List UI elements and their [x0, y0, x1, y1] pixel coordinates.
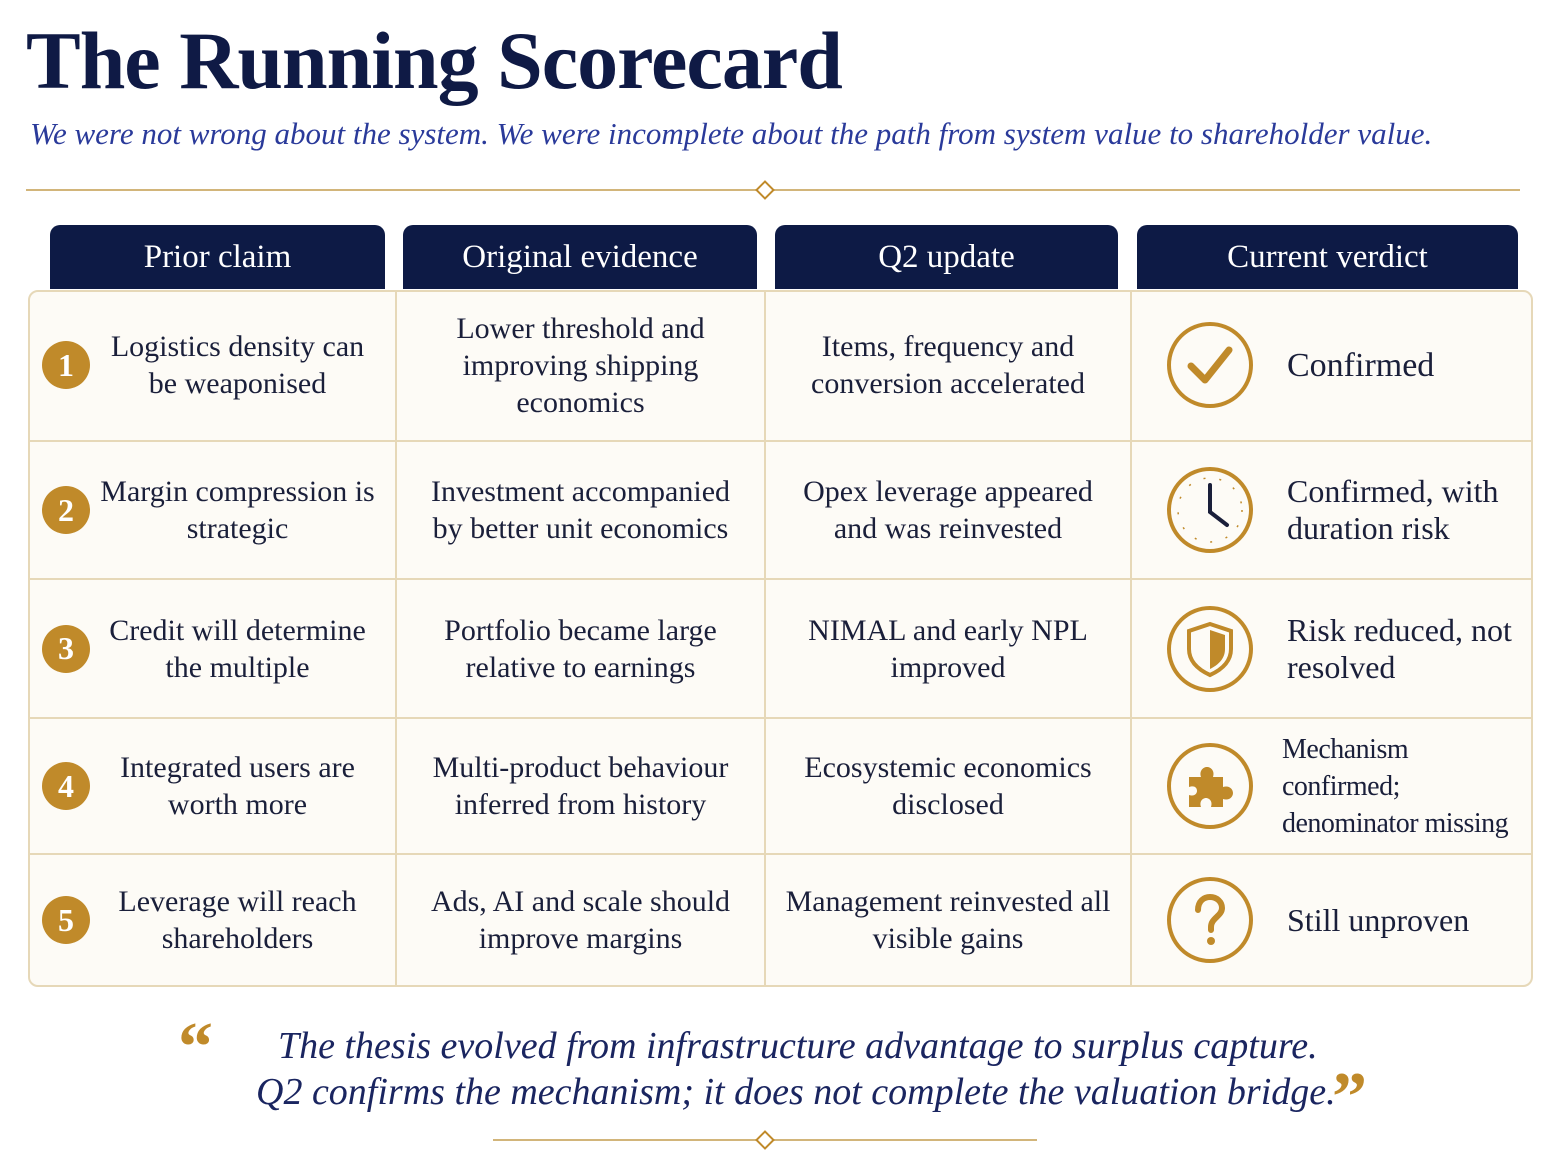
row-number: 3	[42, 624, 90, 673]
table-row: 5 Leverage will reach shareholders Ads, A…	[28, 853, 1533, 985]
clock-icon	[1167, 467, 1253, 553]
cell: 3 Credit will determine the multiple	[28, 580, 395, 717]
cell: 1 Logistics density can be weaponised	[28, 290, 395, 440]
cell: Ecosystemic economics disclosed	[764, 719, 1130, 853]
table	[28, 290, 1533, 987]
claim: Credit will determine the multiple	[109, 613, 366, 684]
cell: 5 Leverage will reach shareholders	[28, 855, 395, 985]
claim: Integrated users are worth more	[120, 751, 355, 821]
column-header: Original evidence	[403, 225, 757, 289]
cell: 4 Integrated users are worth more	[28, 719, 395, 853]
column-header: Q2 update	[775, 225, 1118, 289]
cell: Lower threshold and improving shipping e…	[395, 290, 764, 440]
verdict: Mechanism confirmed; denominator missing	[1282, 733, 1509, 839]
row-number: 4	[42, 762, 90, 810]
table-row: 4 Integrated users are worth more Multi-p…	[28, 717, 1533, 853]
column-header: Current verdict	[1137, 225, 1518, 289]
quote-line: The thesis evolved from infrastructure a…	[278, 1025, 1318, 1067]
cell: 2 Margin compression is strategic	[28, 442, 395, 578]
question-icon	[1167, 877, 1253, 963]
check-icon	[1167, 322, 1253, 408]
cell: Opex leverage appeared and was reinveste…	[764, 442, 1130, 578]
cell: Portfolio became large relative to earni…	[395, 580, 764, 717]
table-row: 1 Logistics density can be weaponised Low…	[28, 290, 1533, 440]
cell: Management reinvested all visible gains	[764, 855, 1130, 985]
title: The Running Scorecard	[26, 15, 843, 106]
cell: Ads, AI and scale should improve margins	[395, 855, 764, 985]
claim: Leverage will reach shareholders	[118, 885, 357, 955]
table-row: 3 Credit will determine the multiple Port…	[28, 578, 1533, 717]
quote-mark: “	[178, 1009, 213, 1086]
table-row: 2 Margin compression is strategic Investm…	[28, 440, 1533, 578]
row-number: 2	[42, 486, 90, 534]
cell: Still unproven	[1130, 855, 1533, 985]
quote-line: Q2 confirms the mechanism; it does not c…	[256, 1071, 1336, 1113]
cell: Mechanism confirmed; denominator missing	[1130, 719, 1533, 853]
subtitle: We were not wrong about the system. We w…	[30, 116, 1433, 151]
row-number: 1	[42, 341, 90, 389]
verdict: Confirmed, with duration risk	[1287, 473, 1499, 546]
shield-icon	[1167, 605, 1253, 692]
puzzle-icon	[1167, 743, 1253, 829]
cell: Confirmed, with duration risk	[1130, 442, 1533, 578]
verdict: Risk reduced, not resolved	[1287, 611, 1512, 685]
claim: Logistics density can be weaponised	[110, 330, 365, 400]
verdict: Confirmed	[1287, 346, 1435, 384]
cell: Confirmed	[1130, 290, 1533, 440]
quote-mark: ”	[1332, 1059, 1367, 1136]
cell: Items, frequency and conversion accelera…	[764, 290, 1130, 440]
row-number: 5	[42, 896, 90, 944]
cell: Investment accompanied by better unit ec…	[395, 442, 764, 578]
cell: Multi-product behaviour inferred from hi…	[395, 719, 764, 853]
column-header: Prior claim	[50, 225, 385, 289]
cell: NIMAL and early NPL improved	[764, 580, 1130, 717]
verdict: Still unproven	[1287, 901, 1470, 938]
cell: Risk reduced, not resolved	[1130, 580, 1533, 717]
claim: Margin compression is strategic	[100, 475, 375, 545]
